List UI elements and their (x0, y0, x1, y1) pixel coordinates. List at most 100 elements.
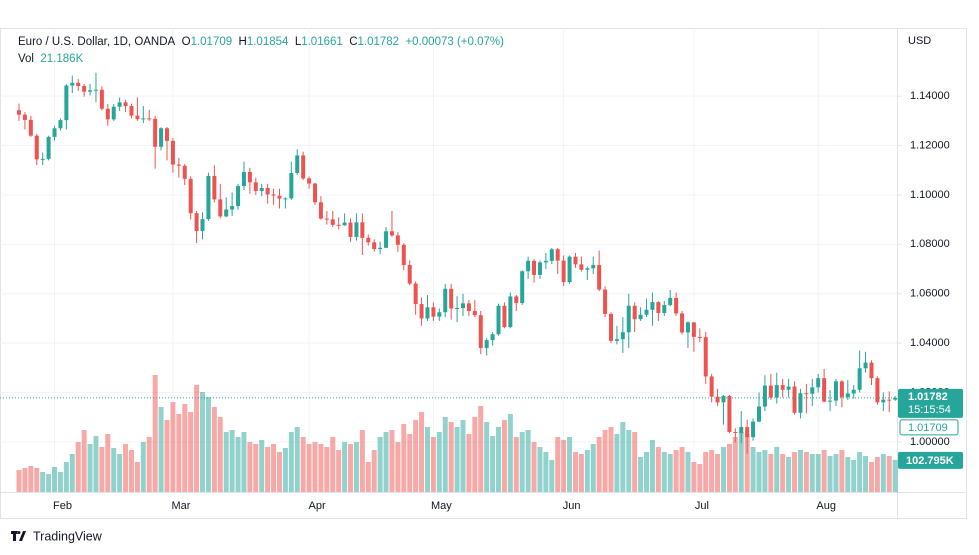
candle-body (887, 399, 892, 401)
candle-body (378, 247, 383, 250)
candle-body (117, 102, 122, 107)
volume-bar (886, 456, 892, 492)
volume-bar (762, 450, 768, 492)
price-badge-label: 1.01782 (908, 391, 948, 403)
candle-body (354, 222, 359, 237)
volume-bar (608, 427, 614, 492)
candle-body (82, 86, 87, 92)
candle-body (22, 114, 27, 120)
volume-bar (786, 457, 792, 492)
volume (16, 375, 898, 492)
candle-body (182, 165, 187, 179)
candle-body (318, 202, 323, 219)
volume-bar (744, 434, 750, 492)
candle-body (662, 305, 667, 313)
candle-body (360, 222, 365, 238)
candle-body (289, 172, 294, 199)
candle-body (277, 195, 282, 199)
volume-bar (69, 454, 75, 492)
candle-body (253, 182, 258, 191)
volume-badge-label: 102.795K (906, 455, 954, 467)
volume-bar (809, 454, 815, 492)
candle-body (52, 128, 57, 137)
volume-bar (815, 454, 821, 492)
candle-body (455, 308, 460, 310)
legend: Euro / U.S. Dollar, 1D, OANDA O1.01709 H… (18, 34, 504, 68)
candle-body (141, 118, 146, 120)
candle-body (798, 393, 803, 413)
candle-body (34, 135, 39, 160)
candle-body (745, 427, 750, 438)
volume-bar (507, 414, 513, 492)
y-tick-label: 1.14000 (910, 90, 950, 102)
volume-bar (614, 434, 620, 492)
volume-bar (436, 432, 442, 492)
volume-bar (99, 447, 105, 492)
volume-bar (863, 456, 869, 492)
candle-body (514, 296, 519, 304)
candle-body (893, 397, 898, 400)
volume-bar (774, 447, 780, 492)
volume-bar (40, 472, 46, 492)
countdown: 15:15:54 (908, 404, 951, 416)
candle-body (70, 82, 75, 86)
candle-body (58, 120, 63, 129)
volume-bar (123, 444, 129, 492)
candle-body (680, 313, 685, 333)
volume-bar (519, 432, 525, 492)
candle-body (384, 231, 389, 248)
volume-bar (87, 444, 93, 492)
candle-body (768, 385, 773, 398)
volume-bar (655, 447, 661, 492)
volume-bar (93, 436, 99, 492)
y-tick-label: 1.10000 (910, 189, 950, 201)
volume-bar (111, 448, 117, 492)
volume-bar (117, 454, 123, 492)
volume-bar (567, 437, 573, 492)
candle-body (757, 406, 761, 422)
volume-bar (359, 430, 365, 492)
volume-bar (306, 444, 312, 492)
volume-bar (584, 450, 590, 492)
volume-bar (531, 442, 537, 492)
candle-body (490, 334, 495, 341)
volume-bar (235, 437, 241, 492)
volume-bar (128, 450, 134, 492)
candle-body (236, 186, 241, 207)
open-badge (899, 419, 959, 436)
volume-bar (170, 402, 176, 492)
candle-body (816, 378, 821, 388)
volume-bar (342, 442, 348, 492)
ohlc-value: 1.01854 (246, 36, 289, 48)
candle-body (206, 175, 211, 220)
volume-bar (874, 457, 880, 492)
volume-bar (649, 440, 655, 492)
volume-bar (276, 452, 282, 492)
candle-body (395, 235, 400, 245)
candle-body (295, 155, 300, 173)
volume-bar (845, 457, 851, 492)
candle-body (851, 389, 856, 394)
candle-body (472, 310, 477, 316)
volume-bar (525, 430, 531, 492)
volume-bar (401, 424, 407, 492)
volume-bar (792, 452, 798, 492)
volume-bar (857, 452, 863, 492)
volume-bar (454, 427, 460, 492)
change: +0.00073 (+0.07%) (405, 36, 504, 48)
candle-body (822, 378, 827, 402)
volume-bar (16, 470, 22, 492)
volume-bar (164, 420, 170, 492)
candle-body (614, 339, 619, 341)
candle-body (727, 395, 732, 432)
x-tick-label: Feb (53, 500, 72, 512)
candle-body (632, 305, 637, 320)
candle-body (733, 431, 738, 433)
volume-bar (768, 454, 774, 492)
x-tick-label: Jul (695, 500, 709, 512)
volume-bar (140, 442, 146, 492)
volume-bar (780, 454, 786, 492)
candle-body (526, 260, 531, 272)
volume-bar (152, 375, 158, 492)
candle-body (241, 171, 246, 187)
